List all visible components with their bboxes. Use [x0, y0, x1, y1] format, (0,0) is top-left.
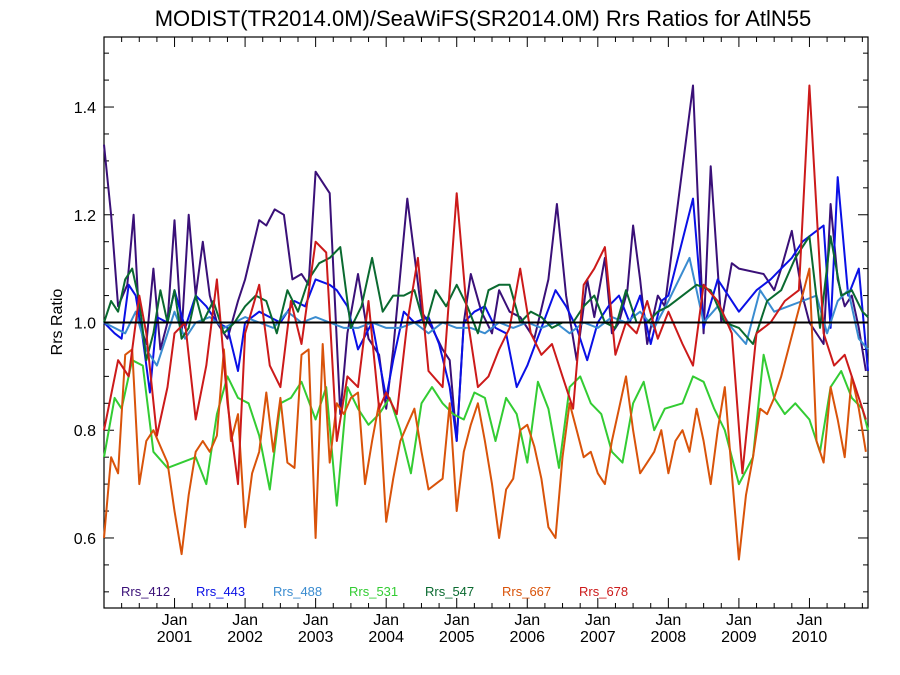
y-axis: 0.6 0.8 1.0 1.2 1.4 [74, 52, 868, 593]
series-line-rrs-443 [103, 176, 869, 442]
y-axis-label: Rrs Ratio [49, 289, 66, 356]
x-tick-month-label: Jan [232, 612, 258, 629]
x-tick-month-label: Jan [585, 612, 611, 629]
x-tick-year-label: 2004 [368, 629, 404, 646]
x-tick-month-label: Jan [514, 612, 540, 629]
y-tick-label: 1.0 [74, 316, 96, 333]
x-tick-year-label: 2008 [651, 629, 687, 646]
legend-entry-rrs-412: Rrs_412 [121, 584, 170, 599]
x-tick-month-label: Jan [726, 612, 752, 629]
x-tick-month-label: Jan [444, 612, 470, 629]
legend-entry-rrs-488: Rrs_488 [273, 584, 322, 599]
x-tick-month-label: Jan [655, 612, 681, 629]
legend-entry-rrs-443: Rrs_443 [196, 584, 245, 599]
series-line-rrs-678 [103, 84, 867, 486]
x-tick-year-label: 2002 [227, 629, 263, 646]
x-tick-year-label: 2001 [157, 629, 193, 646]
x-tick-year-label: 2010 [792, 629, 828, 646]
x-tick-year-label: 2006 [509, 629, 545, 646]
y-tick-label: 1.4 [74, 100, 96, 117]
series-line-rrs-667 [103, 267, 867, 561]
x-tick-month-label: Jan [303, 612, 329, 629]
legend: Rrs_412 Rrs_443 Rrs_488 Rrs_531 Rrs_547 Rrs_6… [121, 584, 628, 599]
x-tick-month-label: Jan [373, 612, 399, 629]
y-tick-label: 1.2 [74, 208, 96, 225]
legend-entry-rrs-678: Rrs_678 [579, 584, 628, 599]
x-tick-year-label: 2009 [721, 629, 757, 646]
series-line-rrs-488 [103, 256, 869, 367]
legend-entry-rrs-547: Rrs_547 [425, 584, 474, 599]
x-axis: Jan2001Jan2002Jan2003Jan2004Jan2005Jan20… [121, 37, 863, 646]
x-tick-year-label: 2005 [439, 629, 475, 646]
x-tick-month-label: Jan [797, 612, 823, 629]
series-line-rrs-531 [103, 353, 869, 507]
y-tick-label: 0.6 [74, 531, 96, 548]
y-tick-label: 0.8 [74, 423, 96, 440]
series-layer [103, 84, 869, 561]
x-tick-year-label: 2003 [298, 629, 334, 646]
legend-entry-rrs-531: Rrs_531 [349, 584, 398, 599]
x-tick-month-label: Jan [162, 612, 188, 629]
series-line-rrs-547 [103, 235, 869, 362]
legend-entry-rrs-667: Rrs_667 [502, 584, 551, 599]
x-tick-year-label: 2007 [580, 629, 616, 646]
chart-title: MODIST(TR2014.0M)/SeaWiFS(SR2014.0M) Rrs… [155, 6, 812, 31]
